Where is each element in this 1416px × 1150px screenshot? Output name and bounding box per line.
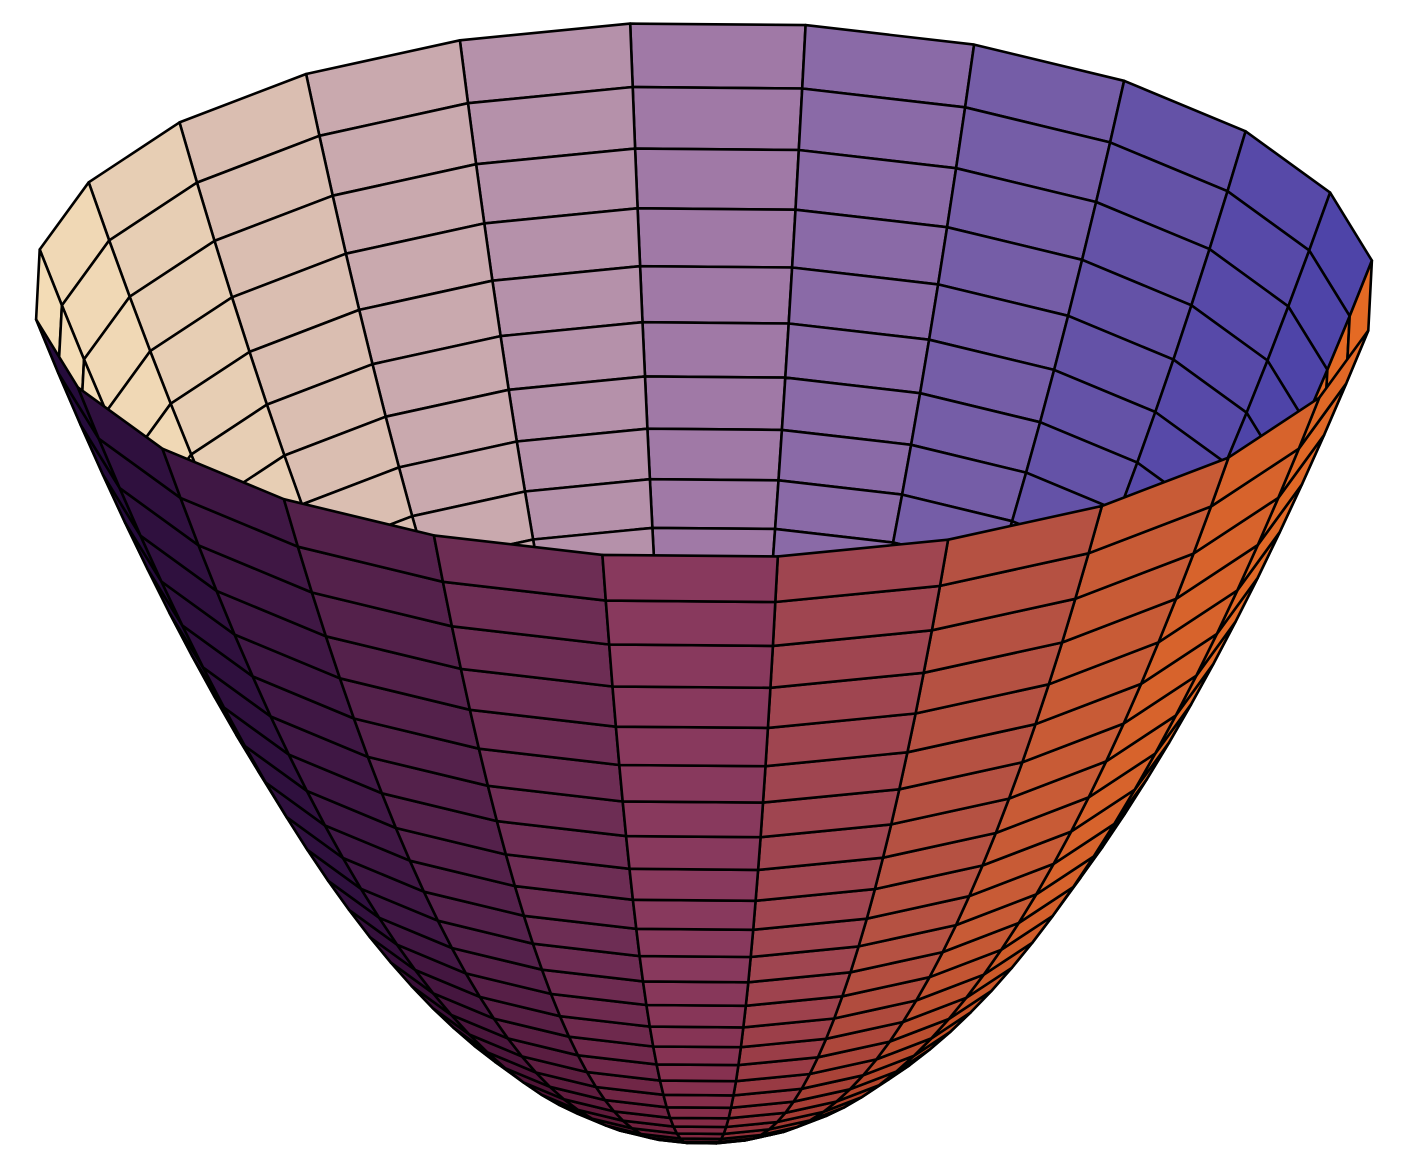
outer-surface-face	[658, 1079, 738, 1097]
outer-surface-face	[662, 1093, 735, 1110]
outer-surface-face	[645, 1003, 748, 1029]
outer-surface-face	[604, 599, 777, 648]
surface-mesh	[34, 22, 1374, 1145]
inner-surface-face	[633, 147, 801, 211]
inner-surface-face	[628, 22, 807, 90]
outer-surface-face	[655, 1063, 740, 1083]
outer-surface-face	[641, 980, 750, 1008]
outer-surface-face	[614, 725, 770, 768]
outer-surface-face	[651, 1045, 743, 1067]
inner-surface-face	[643, 375, 787, 432]
inner-surface-face	[648, 477, 780, 531]
outer-surface-face	[607, 643, 775, 690]
inner-surface-face	[631, 85, 804, 152]
outer-surface-face	[621, 800, 765, 839]
outer-surface-face	[638, 954, 753, 984]
outer-surface-face	[617, 763, 767, 804]
outer-surface-face	[634, 927, 755, 959]
outer-surface-face	[628, 867, 760, 903]
inner-surface-face	[636, 207, 797, 269]
inner-surface-face	[638, 264, 794, 325]
outer-surface-face	[648, 1025, 745, 1049]
outer-surface-face	[601, 553, 780, 604]
outer-surface-face	[624, 834, 762, 872]
inner-surface-face	[646, 427, 784, 482]
inner-surface-face	[641, 320, 791, 379]
outer-surface-face	[611, 685, 772, 730]
outer-surface-face	[631, 898, 757, 932]
